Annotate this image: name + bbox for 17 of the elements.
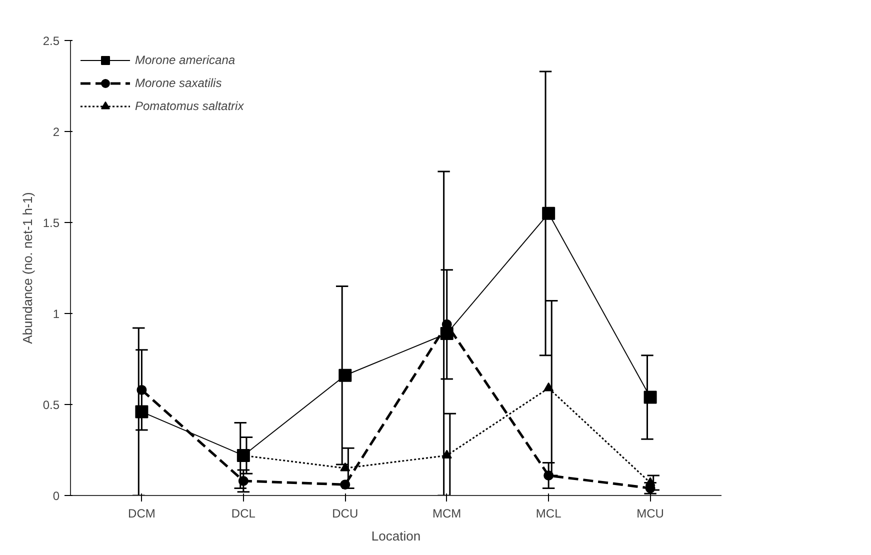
x-tick-label: DCM [128, 506, 156, 520]
y-tick-label: 1 [52, 307, 60, 321]
x-tick-label: MCM [432, 506, 462, 520]
x-tick-label: DCL [231, 506, 256, 520]
legend-label: Morone saxatilis [135, 76, 222, 90]
x-tick-label: MCU [636, 506, 664, 520]
legend-label: Pomatomus saltatrix [135, 99, 244, 113]
y-tick-label: 2.5 [42, 34, 60, 48]
x-tick-label: DCU [332, 506, 358, 520]
y-tick-label: 1.5 [42, 216, 60, 230]
legend-label: Morone americana [135, 53, 236, 67]
y-axis-title: Abundance (no. net-1 h-1) [20, 192, 35, 344]
x-axis-title: Location [371, 528, 421, 544]
y-tick-label: 0.5 [42, 398, 60, 412]
y-tick-label: 2 [52, 125, 60, 139]
y-tick-label: 0 [52, 489, 60, 503]
x-tick-label: MCL [536, 506, 562, 520]
